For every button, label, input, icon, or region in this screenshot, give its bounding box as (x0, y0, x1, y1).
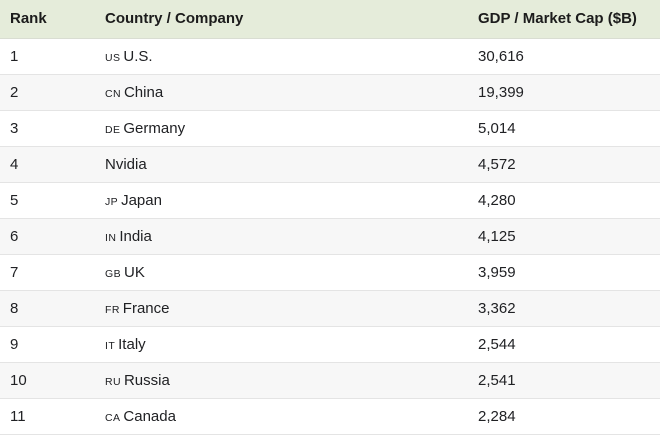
value-cell: 2,544 (468, 326, 660, 363)
entity-name: UK (123, 263, 145, 281)
value-cell: 3,959 (468, 254, 660, 291)
country-code: US (105, 51, 121, 64)
value-cell: 4,572 (468, 146, 660, 183)
col-header-country-company: Country / Company (95, 0, 468, 39)
value-cell: 2,284 (468, 398, 660, 435)
value-cell: 5,014 (468, 110, 660, 147)
value-cell: 30,616 (468, 38, 660, 75)
rank-cell: 1 (0, 38, 95, 75)
country-code: IN (105, 231, 117, 244)
entity-name: Italy (118, 335, 146, 353)
country-code: GB (105, 267, 121, 280)
entity-name: Nvidia (105, 155, 147, 173)
entity-name: Russia (123, 371, 170, 389)
country-code: CN (105, 87, 121, 100)
table-row: 2 CN China 19,399 (0, 74, 660, 111)
rank-cell: 8 (0, 290, 95, 327)
value-cell: 19,399 (468, 74, 660, 111)
country-code: FR (105, 303, 120, 316)
entity-cell: Nvidia (95, 146, 468, 183)
country-code: IT (105, 339, 116, 352)
value-cell: 4,280 (468, 182, 660, 219)
entity-cell: US U.S. (95, 38, 468, 75)
rank-cell: 10 (0, 362, 95, 399)
table-row: 10 RU Russia 2,541 (0, 362, 660, 399)
rank-cell: 9 (0, 326, 95, 363)
value-cell: 3,362 (468, 290, 660, 327)
rank-cell: 4 (0, 146, 95, 183)
rank-cell: 3 (0, 110, 95, 147)
entity-cell: GB UK (95, 254, 468, 291)
entity-cell: RU Russia (95, 362, 468, 399)
rank-cell: 2 (0, 74, 95, 111)
table-header-row: Rank Country / Company GDP / Market Cap … (0, 0, 660, 39)
table-row: 5 JP Japan 4,280 (0, 182, 660, 219)
entity-name: France (122, 299, 170, 317)
entity-cell: CN China (95, 74, 468, 111)
entity-name: Japan (121, 191, 162, 209)
table-row: 7 GB UK 3,959 (0, 254, 660, 291)
table-row: 11 CA Canada 2,284 (0, 398, 660, 435)
table-row: 6 IN India 4,125 (0, 218, 660, 255)
entity-name: China (123, 83, 164, 101)
rank-cell: 6 (0, 218, 95, 255)
rank-cell: 11 (0, 398, 95, 435)
entity-cell: IN India (95, 218, 468, 255)
entity-cell: DE Germany (95, 110, 468, 147)
value-cell: 2,541 (468, 362, 660, 399)
entity-name: Germany (123, 119, 186, 137)
value-cell: 4,125 (468, 218, 660, 255)
table-row: 9 IT Italy 2,544 (0, 326, 660, 363)
entity-cell: CA Canada (95, 398, 468, 435)
entity-name: U.S. (123, 47, 153, 65)
entity-name: India (119, 227, 152, 245)
rank-cell: 7 (0, 254, 95, 291)
entity-cell: IT Italy (95, 326, 468, 363)
country-code: JP (105, 195, 119, 208)
entity-cell: FR France (95, 290, 468, 327)
entity-cell: JP Japan (95, 182, 468, 219)
table-row: 3 DE Germany 5,014 (0, 110, 660, 147)
country-code: RU (105, 375, 121, 388)
country-code: DE (105, 123, 121, 136)
table-row: 1 US U.S. 30,616 (0, 38, 660, 75)
table-row: 4 Nvidia 4,572 (0, 146, 660, 183)
col-header-gdp-market-cap: GDP / Market Cap ($B) (468, 0, 660, 39)
table-row: 8 FR France 3,362 (0, 290, 660, 327)
country-code: CA (105, 411, 121, 424)
entity-name: Canada (123, 407, 176, 425)
col-header-rank: Rank (0, 0, 95, 39)
rank-cell: 5 (0, 182, 95, 219)
